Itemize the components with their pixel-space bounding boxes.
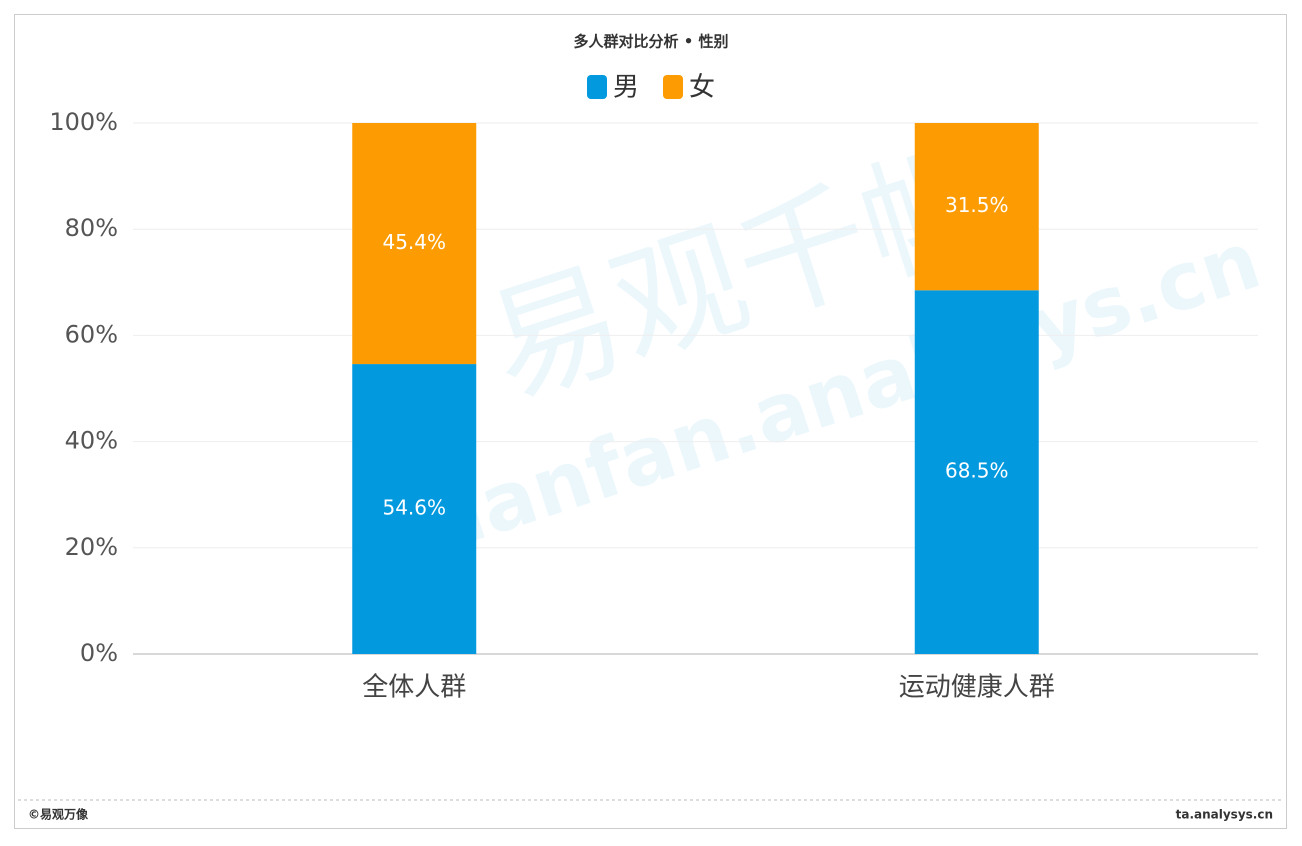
data-label: 54.6% xyxy=(382,496,446,520)
bar-segment xyxy=(914,290,1039,654)
y-tick-label: 20% xyxy=(65,533,118,561)
legend-swatch xyxy=(663,75,683,99)
y-tick-label: 80% xyxy=(65,214,118,242)
y-tick-label: 60% xyxy=(65,320,118,348)
x-tick-label: 运动健康人群 xyxy=(899,673,1055,703)
bar-segment xyxy=(352,123,477,365)
chart-title: 多人群对比分析 • 性别 xyxy=(573,33,728,51)
legend-label: 女 xyxy=(689,73,715,103)
legend-label: 男 xyxy=(613,73,639,103)
x-tick-label: 全体人群 xyxy=(362,673,466,703)
frame xyxy=(14,14,1287,829)
legend-swatch xyxy=(587,75,607,99)
bar-segment xyxy=(914,123,1039,291)
data-label: 45.4% xyxy=(382,230,446,254)
y-tick-label: 40% xyxy=(65,427,118,455)
bar-segment xyxy=(352,364,477,654)
data-label: 31.5% xyxy=(945,193,1009,217)
data-label: 68.5% xyxy=(945,459,1009,483)
footer-left: ©易观万像 xyxy=(28,807,89,822)
footer-right: ta.analysys.cn xyxy=(1176,808,1273,822)
y-tick-label: 100% xyxy=(49,108,118,136)
y-tick-label: 0% xyxy=(80,639,118,667)
